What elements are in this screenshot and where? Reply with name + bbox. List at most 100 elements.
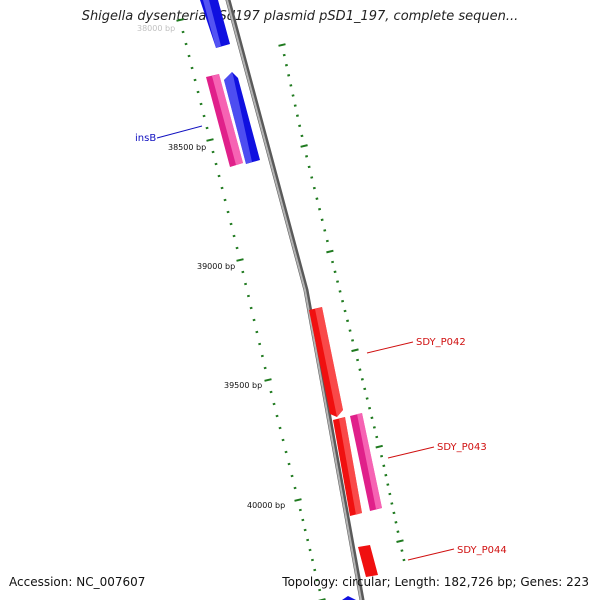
major-tick <box>264 378 272 382</box>
minor-tick <box>312 186 316 190</box>
gene-label-sdy-p043[interactable]: SDY_P043 <box>437 442 487 453</box>
gene-features <box>200 0 382 600</box>
topology-summary: Topology: circular; Length: 182,726 bp; … <box>282 575 589 589</box>
minor-tick <box>402 558 406 562</box>
major-tick <box>206 138 214 142</box>
major-tick <box>351 348 359 353</box>
major-tick <box>294 498 302 502</box>
gene-red-sdy-p042-highlight <box>315 307 343 417</box>
minor-tick <box>196 90 200 94</box>
scale-label: 38500 bp <box>168 143 206 152</box>
gene-red-sdy-p044[interactable] <box>358 545 378 577</box>
gene-blue-top-highlight <box>203 0 221 48</box>
minor-tick <box>380 454 384 458</box>
minor-tick <box>193 78 197 82</box>
minor-tick <box>229 222 233 226</box>
scale-labels: 38000 bp 38500 bp 39000 bp 39500 bp 4000… <box>137 24 285 510</box>
gene-pink-insb-highlight <box>212 74 243 165</box>
minor-tick <box>336 280 340 283</box>
minor-tick <box>308 548 312 552</box>
minor-tick <box>260 354 264 358</box>
minor-tick <box>351 339 355 342</box>
minor-tick <box>275 414 279 418</box>
minor-tick <box>315 197 319 200</box>
minor-tick <box>287 74 291 77</box>
minor-tick <box>187 54 191 58</box>
minor-tick <box>313 568 317 572</box>
minor-tick <box>384 473 388 477</box>
minor-tick <box>226 210 230 214</box>
minor-tick <box>305 155 309 158</box>
minor-tick <box>202 114 206 118</box>
minor-tick <box>338 290 342 293</box>
minor-tick <box>331 260 335 264</box>
major-tick <box>300 144 308 148</box>
gene-label-insb[interactable]: insB <box>135 133 156 144</box>
minor-tick <box>396 530 400 533</box>
minor-tick <box>310 558 314 562</box>
minor-tick <box>258 342 262 346</box>
minor-tick <box>370 416 374 420</box>
minor-tick <box>300 134 304 138</box>
minor-tick <box>263 366 267 370</box>
minor-tick <box>289 84 293 87</box>
minor-tick <box>301 518 305 522</box>
minor-tick <box>310 176 314 179</box>
minor-tick <box>255 330 259 334</box>
major-tick <box>278 43 286 47</box>
scale-label: 39000 bp <box>197 262 235 271</box>
minor-tick <box>306 538 310 542</box>
minor-tick <box>282 53 286 57</box>
minor-tick <box>386 483 390 486</box>
minor-tick <box>272 402 276 406</box>
minor-tick <box>211 150 215 154</box>
label-leaders <box>156 125 455 561</box>
minor-tick <box>278 426 282 430</box>
minor-tick <box>400 549 404 552</box>
gene-blue-insb-highlight <box>224 72 252 164</box>
minor-tick <box>375 435 379 439</box>
major-tick <box>236 258 244 262</box>
minor-tick <box>348 329 352 332</box>
minor-tick <box>281 438 285 442</box>
outer-tick-ring <box>278 43 406 562</box>
minor-tick <box>293 104 297 107</box>
backbone <box>225 0 365 600</box>
gene-blue-bottom[interactable] <box>342 596 356 600</box>
minor-tick <box>249 306 253 310</box>
minor-tick <box>252 318 256 322</box>
minor-tick <box>184 42 188 46</box>
minor-tick <box>382 464 386 468</box>
gene-red-sdy-p043-highlight <box>339 417 362 515</box>
minor-tick <box>392 511 396 515</box>
minor-tick <box>358 368 362 371</box>
minor-tick <box>295 114 299 117</box>
accession-text: Accession: NC_007607 <box>9 575 146 589</box>
minor-tick <box>223 198 227 202</box>
minor-tick <box>368 406 372 410</box>
minor-tick <box>320 218 324 222</box>
gene-label-sdy-p044[interactable]: SDY_P044 <box>457 545 507 556</box>
minor-tick <box>341 299 345 303</box>
minor-tick <box>372 426 376 429</box>
minor-tick <box>235 246 239 250</box>
minor-tick <box>333 270 337 274</box>
gene-pink-sdy-p043-highlight <box>357 413 382 509</box>
minor-tick <box>220 186 224 190</box>
minor-tick <box>214 162 218 166</box>
minor-tick <box>284 450 288 454</box>
minor-tick <box>360 378 364 381</box>
scale-label: 39500 bp <box>224 381 262 390</box>
minor-tick <box>346 319 350 323</box>
minor-tick <box>181 30 185 34</box>
minor-tick <box>291 94 295 97</box>
minor-tick <box>356 358 360 362</box>
map-title: Shigella dysenteriae Sd197 plasmid pSD1_… <box>81 9 519 24</box>
major-tick <box>375 444 383 449</box>
minor-tick <box>246 294 250 298</box>
minor-tick <box>290 474 294 478</box>
gene-label-sdy-p042[interactable]: SDY_P042 <box>416 337 466 348</box>
minor-tick <box>284 63 288 67</box>
minor-tick <box>241 270 245 274</box>
